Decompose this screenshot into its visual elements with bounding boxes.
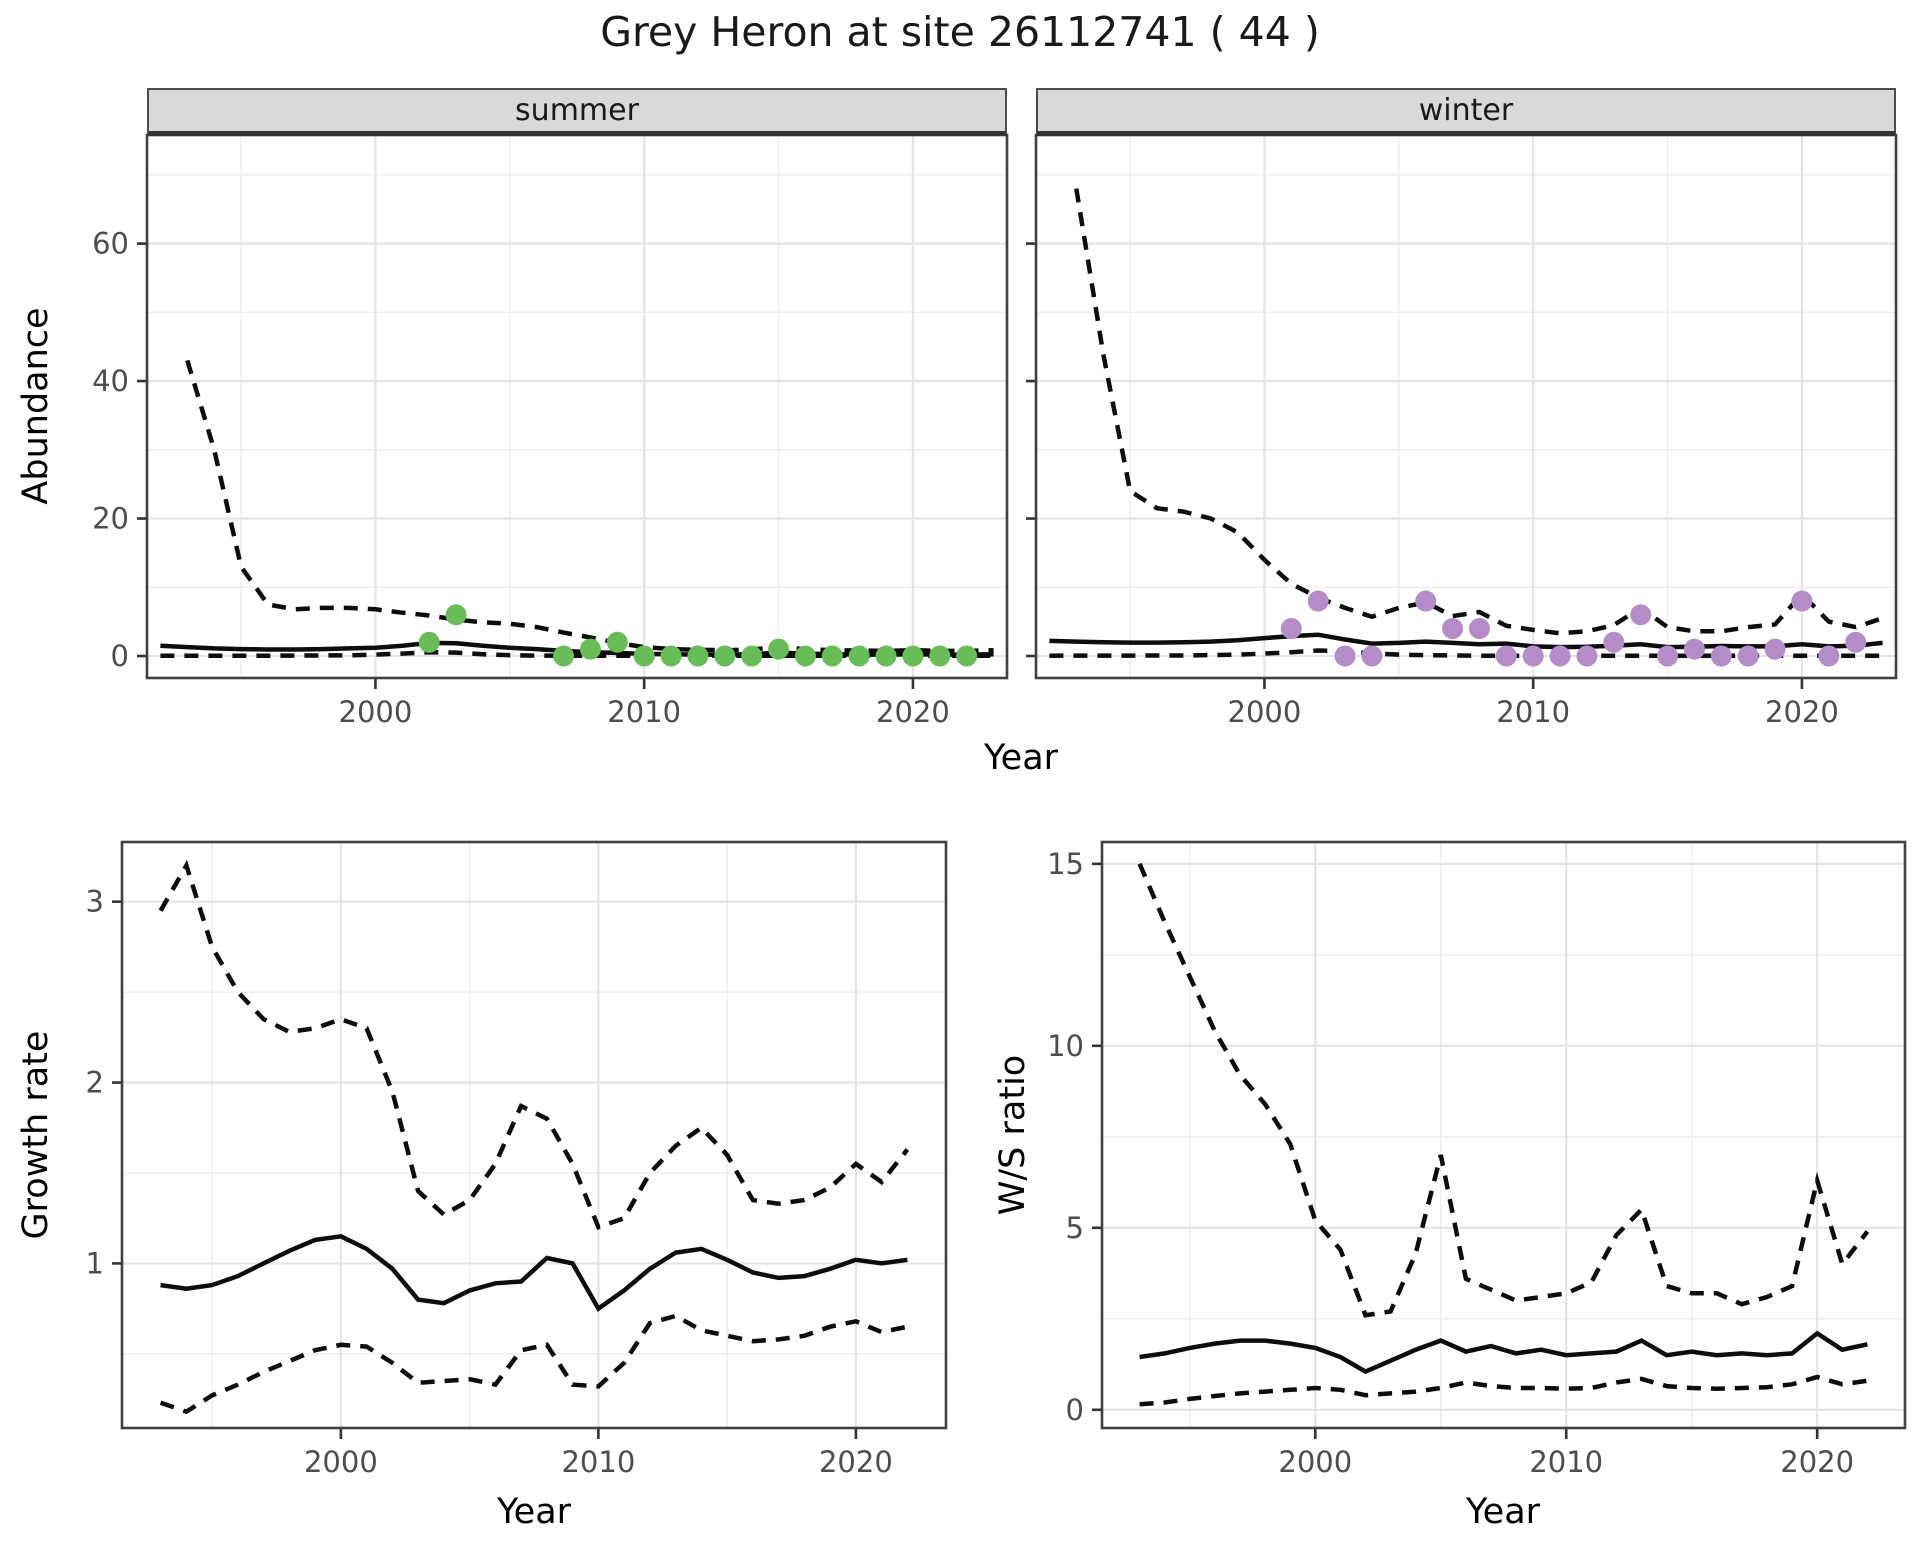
series-lower_ci (160, 649, 994, 659)
y-tick-label: 40 (92, 364, 129, 398)
panel-abundance-winter: 2000 2010 2020 (1026, 133, 1898, 729)
series-upper_ci (1137, 862, 1870, 1318)
data-point (1307, 590, 1329, 612)
data-point (1415, 590, 1437, 612)
y-axis-title-growth-rate: Growth rate (16, 1030, 56, 1240)
data-point (418, 631, 440, 653)
x-tick-label: 2020 (819, 1445, 893, 1479)
data-point (1522, 645, 1544, 667)
data-point (1845, 631, 1867, 653)
x-tick-label: 2010 (1496, 695, 1570, 729)
data-point (794, 645, 816, 667)
y-tick-label: 15 (1047, 847, 1084, 881)
series-upper_ci (158, 859, 910, 1231)
x-tick-label: 2000 (304, 1445, 378, 1479)
y-tick-label: 2 (86, 1066, 104, 1100)
data-point (848, 645, 870, 667)
facet-strip-winter-label: winter (1418, 93, 1514, 128)
data-point (821, 645, 843, 667)
y-tick-label: 60 (92, 227, 129, 261)
data-point (1630, 604, 1652, 626)
y-tick-label: 20 (92, 502, 129, 536)
series-mean (1139, 1330, 1868, 1375)
data-point (1334, 645, 1356, 667)
data-point (1361, 645, 1383, 667)
facet-strip-summer: summer (147, 88, 1007, 136)
data-point (902, 645, 924, 667)
data-point (687, 645, 709, 667)
series-mean (160, 1233, 908, 1312)
y-axis-title-ws-ratio: W/S ratio (993, 1054, 1033, 1216)
x-tick-label: 2000 (1228, 695, 1302, 729)
y-tick-label: 1 (86, 1246, 104, 1280)
data-point (1657, 645, 1679, 667)
panel-abundance-summer: 2000 2010 2020 0 20 40 60 (92, 133, 1009, 729)
series-upper_ci (1074, 188, 1884, 636)
data-point (633, 645, 655, 667)
data-point (1818, 645, 1840, 667)
chart-title: Grey Heron at site 26112741 ( 44 ) (600, 8, 1320, 56)
data-point (714, 645, 736, 667)
x-tick-label: 2020 (1780, 1445, 1854, 1479)
x-axis-title-top: Year (983, 738, 1059, 778)
data-point (579, 638, 601, 660)
data-point (1791, 590, 1813, 612)
facet-strip-summer-label: summer (515, 93, 639, 128)
y-tick-label: 5 (1066, 1211, 1084, 1245)
data-point (606, 631, 628, 653)
y-tick-label: 0 (111, 639, 129, 673)
data-point (875, 645, 897, 667)
series-lower_ci (1049, 648, 1883, 658)
data-point (929, 645, 951, 667)
series-lower_ci (159, 1313, 908, 1415)
x-axis-title-growth-rate: Year (496, 1492, 572, 1532)
data-point (445, 604, 467, 626)
panel-ws-ratio: 2000 2010 2020 0 5 10 15 (1047, 840, 1907, 1479)
data-point (1549, 645, 1571, 667)
series-upper_ci (185, 359, 994, 654)
data-point (956, 645, 978, 667)
data-point (1576, 645, 1598, 667)
data-point (1495, 645, 1517, 667)
data-point (1468, 618, 1490, 640)
y-tick-label: 3 (86, 885, 104, 919)
data-point (1603, 631, 1625, 653)
data-point (741, 645, 763, 667)
data-point (553, 645, 575, 667)
series-mean (1049, 632, 1883, 650)
x-tick-label: 2000 (339, 695, 413, 729)
data-point (1737, 645, 1759, 667)
x-tick-label: 2000 (1278, 1445, 1352, 1479)
y-tick-label: 10 (1047, 1029, 1084, 1063)
series-lower_ci (1139, 1374, 1868, 1407)
data-point (1710, 645, 1732, 667)
y-axis-title-abundance: Abundance (16, 307, 56, 505)
data-point (1683, 638, 1705, 660)
facet-strip-winter: winter (1036, 88, 1896, 136)
data-point (1442, 618, 1464, 640)
x-tick-label: 2010 (561, 1445, 635, 1479)
data-point (660, 645, 682, 667)
y-tick-label: 0 (1066, 1393, 1084, 1427)
panel-growth-rate: 2000 2010 2020 1 2 3 (86, 840, 948, 1479)
x-tick-label: 2010 (607, 695, 681, 729)
x-tick-label: 2020 (1765, 695, 1839, 729)
x-tick-label: 2020 (876, 695, 950, 729)
x-tick-label: 2010 (1529, 1445, 1603, 1479)
data-point (1764, 638, 1786, 660)
x-axis-title-ws-ratio: Year (1465, 1492, 1541, 1532)
data-point (1280, 618, 1302, 640)
data-point (768, 638, 790, 660)
